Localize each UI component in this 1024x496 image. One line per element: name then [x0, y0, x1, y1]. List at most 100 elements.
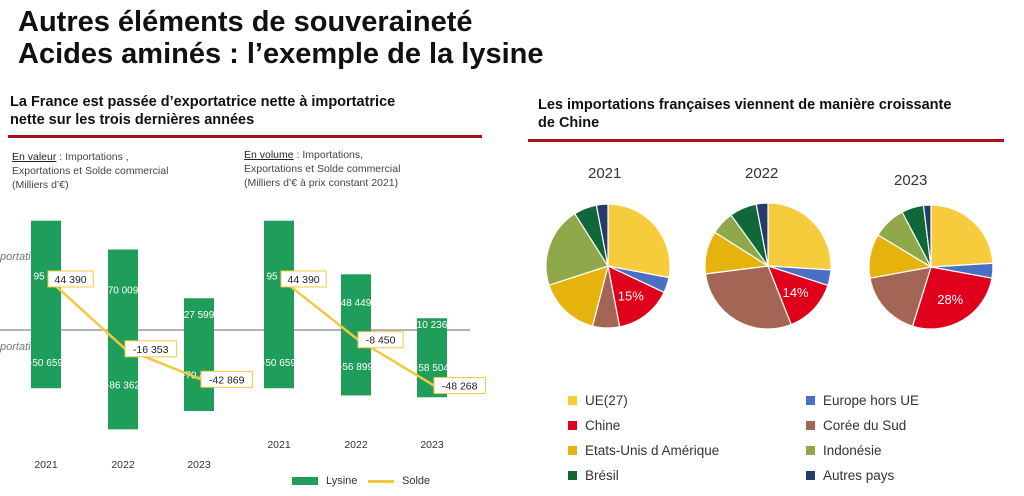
solde-label-text: 44 390 [55, 274, 87, 286]
left-panel-title-line-1: La France est passée d’exportatrice nett… [10, 94, 396, 110]
bar-legend-solde-label: Solde [402, 475, 431, 487]
pie-slice-2021-5 [545, 212, 609, 286]
export-label-volume-2021: 95 04 [266, 271, 291, 282]
category-label-valeur-2022: 2022 [111, 459, 135, 471]
pie-slice-2023-3 [869, 266, 932, 327]
pie-legend-item: Brésil [568, 468, 619, 483]
solde-label-box [47, 270, 94, 288]
pie-slice-2022-7 [755, 202, 769, 267]
solde-label-box [200, 370, 253, 388]
value-note: En valeur : Importations , Exportations … [12, 150, 168, 192]
volume-note-line-3: (Milliers d’€ à prix constant 2021) [244, 177, 399, 189]
solde-label-box [357, 331, 404, 349]
pie-legend-label: UE(27) [585, 393, 628, 408]
solde-swatch [368, 479, 394, 483]
pie-slice-2023-0 [930, 204, 994, 268]
pie-slice-2022-3 [704, 265, 792, 330]
pie-legend-label: Europe hors UE [823, 393, 920, 408]
import-label-valeur-2023: -70 468 [182, 371, 216, 382]
solde-label-text: 44 390 [288, 274, 320, 286]
right-panel-rule [528, 139, 1004, 142]
solde-label-box [280, 270, 327, 288]
import-label-volume-2022: -56 899 [339, 362, 373, 373]
solde-label-box [124, 340, 177, 358]
pie-legend-label: Etats-Unis d Amérique [585, 443, 720, 458]
pie-legend-swatch [568, 471, 577, 480]
pie-highlight-label-2022: 14% [783, 285, 809, 300]
pie-slice-2021-7 [595, 203, 609, 267]
category-label-volume-2023: 2023 [420, 439, 444, 451]
solde-label-volume-2021: 44 390 [280, 270, 327, 288]
export-label-valeur-2023: 27 599 [184, 310, 215, 321]
bar-legend-lysine: Lysine [292, 475, 357, 487]
page-title-line-2: Acides aminés : l’exemple de la lysine [18, 38, 544, 70]
pie-year-2023: 2023 [894, 172, 928, 189]
pie-highlight-label-2021: 15% [618, 288, 644, 303]
bar-legend-solde: Solde [368, 475, 430, 487]
pie-legend-item: Chine [568, 418, 620, 433]
pie-legend-item: Corée du Sud [806, 418, 906, 433]
pie-year-2022: 2022 [745, 165, 779, 182]
volume-note-bold: En volume [244, 149, 294, 161]
left-panel-rule [8, 135, 482, 138]
pie-slice-2023-7 [922, 204, 932, 268]
volume-note: En volume : Importations, Exportations e… [244, 148, 400, 190]
bar-legend-lysine-label: Lysine [326, 475, 358, 487]
export-label-volume-2022: 48 449 [341, 298, 372, 309]
solde-label-valeur-2021: 44 390 [47, 270, 94, 288]
solde-label-text: -42 869 [209, 374, 245, 386]
solde-label-text: -48 268 [442, 381, 478, 393]
pie-slice-2021-0 [607, 203, 671, 279]
pie-slice-2023-2 [911, 266, 993, 330]
right-panel-title-line-2: de Chine [538, 115, 600, 131]
pie-legend-label: Corée du Sud [823, 418, 907, 433]
pie-legend-swatch [568, 396, 577, 405]
pie-legend-label: Autres pays [823, 468, 895, 483]
solde-label-box [433, 377, 486, 395]
solde-label-volume-2023: -48 268 [433, 377, 486, 395]
import-label-valeur-2022: -86 362 [106, 381, 140, 392]
pie-legend-label: Brésil [585, 468, 619, 483]
pie-slice-2022-2 [766, 265, 829, 326]
pie-highlight-label-2023: 28% [937, 292, 963, 307]
pie-legend-swatch [806, 446, 815, 455]
volume-note-line-1: : Importations, [293, 149, 364, 161]
category-label-volume-2022: 2022 [344, 439, 368, 451]
solde-label-valeur-2023: -42 869 [200, 370, 253, 388]
pie-legend-label: Indonésie [823, 443, 882, 458]
bar-volume-2021 [264, 220, 294, 389]
right-panel-title-line-1: Les importations françaises viennent de … [538, 97, 952, 113]
import-label-volume-2023: -58 504 [415, 363, 449, 374]
pie-year-2021: 2021 [588, 165, 622, 182]
export-label-valeur-2021: 95 04 [33, 271, 58, 282]
pie-slice-2021-4 [548, 265, 609, 327]
solde-label-text: -8 450 [366, 335, 396, 347]
export-label-volume-2023: 10 236 [417, 320, 448, 331]
export-label-valeur-2022: 70 009 [108, 286, 139, 297]
value-note-line-3: (Milliers d’€) [12, 179, 69, 191]
pie-legend-item: UE(27) [568, 393, 628, 408]
left-panel-title-line-2: nette sur les trois dernières années [10, 112, 255, 128]
bar-valeur-2021 [31, 220, 61, 389]
pie-legend-swatch [806, 421, 815, 430]
import-label-valeur-2021: -50 659 [29, 358, 63, 369]
value-note-line-2: Exportations et Solde commercial [12, 165, 169, 177]
solde-label-volume-2022: -8 450 [357, 331, 404, 349]
pie-legend-item: Autres pays [806, 468, 894, 483]
solde-label-valeur-2022: -16 353 [124, 340, 177, 358]
value-note-line-1: : Importations , [56, 151, 129, 163]
solde-label-text: -16 353 [133, 344, 169, 356]
pie-legend-item: Europe hors UE [806, 393, 919, 408]
pie-slice-2022-0 [767, 202, 832, 271]
bar-valeur-2023 [184, 298, 214, 412]
pie-legend-label: Chine [585, 418, 621, 433]
pie-legend-item: Indonésie [806, 443, 882, 458]
pie-legend-item: Etats-Unis d Amérique [568, 443, 719, 458]
volume-note-line-2: Exportations et Solde commercial [244, 163, 401, 175]
pie-legend-swatch [568, 421, 577, 430]
category-label-volume-2021: 2021 [267, 439, 291, 451]
import-label-volume-2021: -50 659 [262, 358, 296, 369]
value-note-bold: En valeur [12, 151, 57, 163]
